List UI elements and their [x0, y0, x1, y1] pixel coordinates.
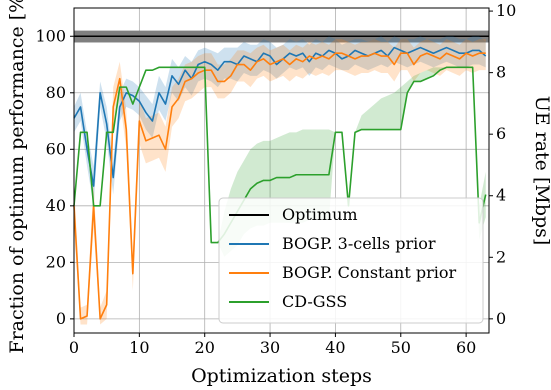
x-tick-label-1: 10: [129, 338, 149, 357]
y-tick-label-0: 0: [56, 309, 66, 328]
x-tick-label-2: 20: [195, 338, 215, 357]
y-tick-label-2: 40: [46, 196, 66, 215]
y2-tick-label-5: 10: [496, 1, 516, 20]
x-tick-label-6: 60: [456, 338, 476, 357]
y2-axis-ticks: 0 2 4 6 8 10: [489, 1, 516, 328]
legend-label-2: BOGP. Constant prior: [282, 263, 456, 282]
x-tick-label-0: 0: [69, 338, 79, 357]
x-tick-label-5: 50: [391, 338, 411, 357]
legend-label-3: CD-GSS: [282, 292, 347, 311]
x-tick-label-4: 40: [325, 338, 345, 357]
y-tick-label-3: 60: [46, 139, 66, 158]
band-series-0: [74, 36, 486, 206]
y-tick-label-5: 100: [35, 26, 66, 45]
legend-label-1: BOGP. 3-cells prior: [282, 234, 436, 253]
y-tick-label-4: 80: [46, 83, 66, 102]
legend-box: [218, 197, 484, 324]
confidence-bands: [74, 36, 486, 325]
line-series-2: [73, 66, 487, 244]
y2-axis-title: UE rate [Mbps]: [531, 96, 551, 246]
x-tick-label-3: 30: [260, 338, 280, 357]
legend: Optimum BOGP. 3-cells prior BOGP. Constant…: [218, 197, 484, 324]
y-tick-label-1: 20: [46, 252, 66, 271]
series-lines: [73, 46, 487, 320]
legend-label-0: Optimum: [282, 205, 358, 224]
y2-tick-label-3: 6: [496, 124, 506, 143]
y2-tick-label-2: 4: [496, 186, 506, 205]
band-series-1: [74, 39, 486, 325]
line-series-1: [73, 52, 486, 320]
band-series-2: [74, 67, 486, 257]
plot-frame: [73, 7, 490, 334]
y-axis-title: Fraction of optimum performance [%]: [6, 0, 28, 354]
y2-tick-label-1: 2: [496, 247, 506, 266]
line-series-0: [73, 46, 487, 187]
y2-tick-label-4: 8: [496, 63, 506, 82]
x-axis-title: Optimization steps: [191, 365, 372, 387]
y2-tick-label-0: 0: [496, 309, 506, 328]
x-axis-ticks: 0 10 20 30 40 50 60: [69, 333, 476, 357]
y-axis-ticks: 0 20 40 60 80 100: [35, 26, 74, 328]
optimum-band-layer: [74, 30, 489, 43]
